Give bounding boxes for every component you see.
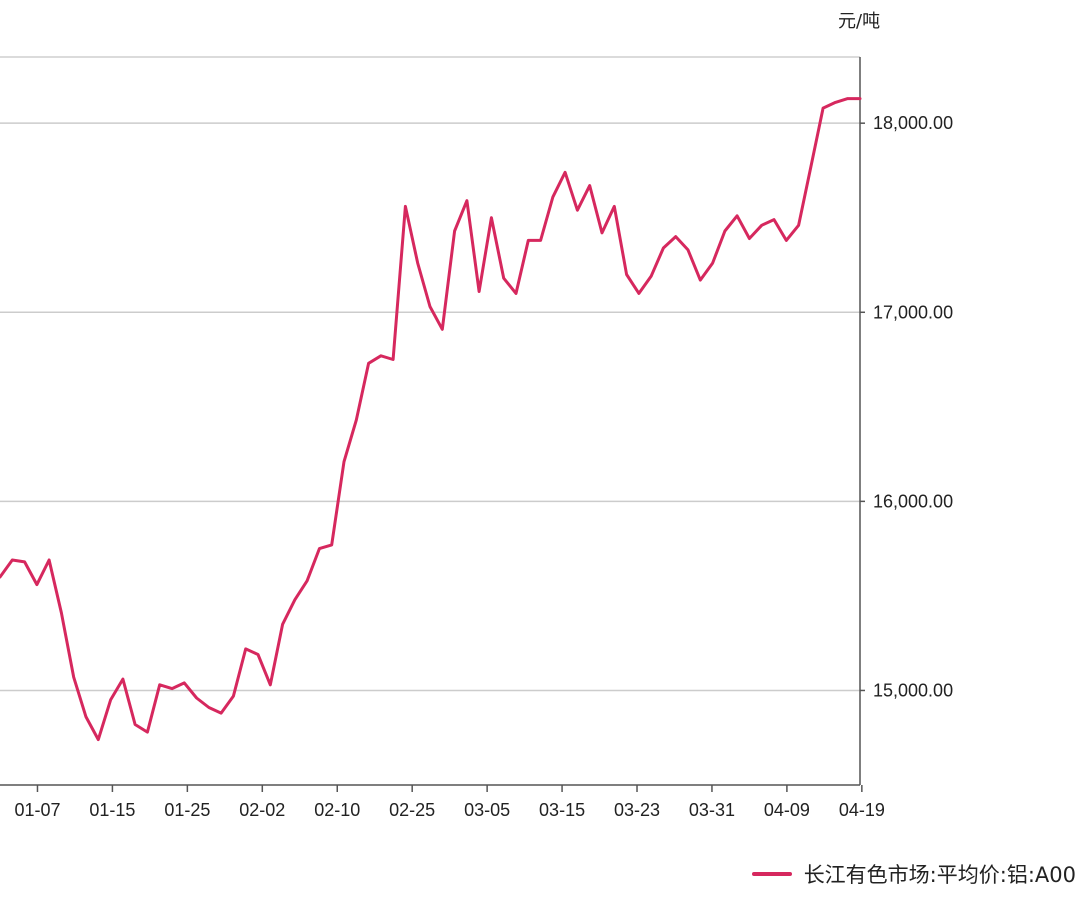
x-tick-label: 04-09 xyxy=(764,800,810,820)
x-tick-label: 03-23 xyxy=(614,800,660,820)
y-axis: 15,000.00 16,000.00 17,000.00 18,000.00 xyxy=(859,57,953,785)
x-tick-label: 01-15 xyxy=(89,800,135,820)
legend-swatch xyxy=(751,872,792,876)
x-tick-label: 02-02 xyxy=(239,800,285,820)
x-tick-label: 03-05 xyxy=(464,800,510,820)
x-axis: 01-07 01-15 01-25 02-02 02-10 02-25 03-05 03-15… xyxy=(0,784,885,820)
y-tick-label: 18,000.00 xyxy=(873,113,953,133)
y-tick-label: 16,000.00 xyxy=(873,491,953,511)
x-tick-label: 03-15 xyxy=(539,800,585,820)
legend-label: 长江有色市场:平均价:铝:A00 xyxy=(803,863,1076,887)
x-tick-label: 01-07 xyxy=(14,800,60,820)
y-axis-unit-label: 元/吨 xyxy=(838,11,880,32)
series-line-aluminum-a00 xyxy=(0,97,862,742)
x-tick-label: 04-19 xyxy=(839,800,885,820)
y-tick-label: 17,000.00 xyxy=(873,302,953,322)
x-tick-label: 02-25 xyxy=(389,800,435,820)
y-tick-label: 15,000.00 xyxy=(873,680,953,700)
x-tick-label: 01-25 xyxy=(164,800,210,820)
series-group xyxy=(0,97,862,742)
x-tick-label: 03-31 xyxy=(689,800,735,820)
gridlines xyxy=(0,56,860,692)
legend: 长江有色市场:平均价:铝:A00 xyxy=(751,860,1076,888)
x-tick-label: 02-10 xyxy=(314,800,360,820)
